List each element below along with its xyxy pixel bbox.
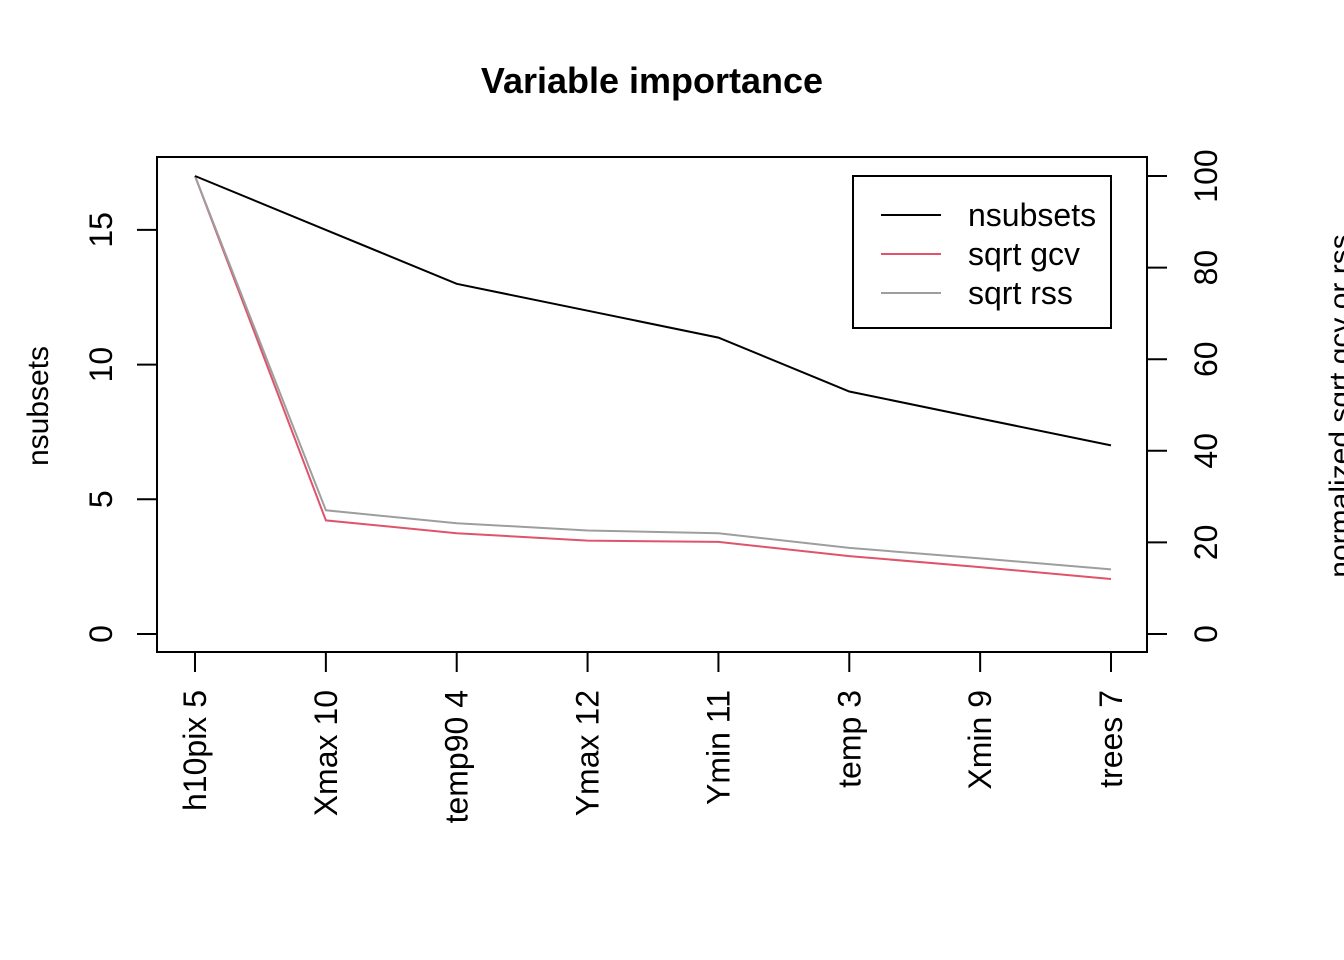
y-axis-label: nsubsets bbox=[22, 346, 55, 466]
x-tick-label: h10pix 5 bbox=[177, 690, 213, 811]
y2-tick-label: 40 bbox=[1188, 433, 1224, 469]
x-tick-label: Xmax 10 bbox=[308, 690, 344, 816]
chart-title: Variable importance bbox=[481, 60, 823, 101]
x-tick-label: Ymin 11 bbox=[700, 690, 736, 805]
x-axis: h10pix 5 Xmax 10 temp90 4 Ymax 12 Ymin 11 tem… bbox=[177, 651, 1129, 823]
y-axis-right: 0 20 40 60 80 100 bbox=[1146, 149, 1224, 643]
series-line-nsubsets bbox=[194, 175, 1112, 447]
y2-tick-label: 60 bbox=[1188, 341, 1224, 377]
x-tick-label: temp 3 bbox=[831, 690, 867, 788]
series-line-sqrt-gcv bbox=[194, 175, 1112, 580]
y2-tick-label: 100 bbox=[1188, 149, 1224, 202]
y2-axis-label: normalized sqrt gcv or rss bbox=[1324, 234, 1344, 577]
legend-label: sqrt gcv bbox=[968, 236, 1080, 272]
series-lines bbox=[194, 175, 1112, 580]
series-line-sqrt-rss bbox=[194, 175, 1112, 571]
y-axis-left: 0 5 10 15 bbox=[83, 212, 158, 643]
y-tick-label: 5 bbox=[83, 490, 119, 508]
x-tick-label: trees 7 bbox=[1093, 690, 1129, 788]
legend-label: sqrt rss bbox=[968, 275, 1073, 311]
y2-tick-label: 20 bbox=[1188, 525, 1224, 561]
legend-box bbox=[852, 175, 1112, 329]
y-tick-label: 10 bbox=[83, 347, 119, 383]
x-tick-label: Ymax 12 bbox=[570, 690, 606, 816]
legend-label: nsubsets bbox=[968, 197, 1096, 233]
y2-tick-label: 0 bbox=[1188, 625, 1224, 643]
y-tick-label: 0 bbox=[83, 625, 119, 643]
x-tick-label: Xmin 9 bbox=[962, 690, 998, 790]
y2-tick-label: 80 bbox=[1188, 250, 1224, 286]
y-tick-label: 15 bbox=[83, 212, 119, 248]
x-tick-label: temp90 4 bbox=[439, 690, 475, 823]
